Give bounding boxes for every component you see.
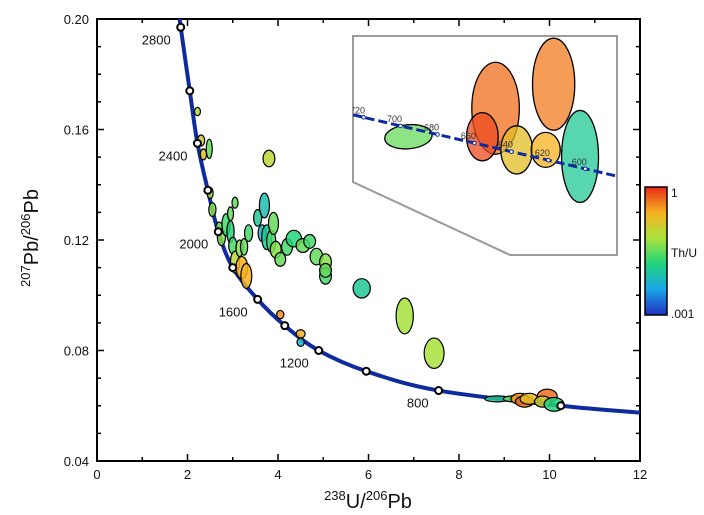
y-axis-title: 207Pb/206Pb xyxy=(18,189,43,287)
inset-age-marker xyxy=(435,132,440,137)
age-marker xyxy=(192,138,202,148)
age-marker xyxy=(253,294,263,304)
x-tick-label: 10 xyxy=(542,467,556,482)
inset-ellipse xyxy=(465,112,499,162)
colorbar-title: Th/U xyxy=(671,246,697,260)
data-ellipse xyxy=(193,106,202,117)
x-tick-label: 0 xyxy=(93,467,100,482)
inset-age-label: 640 xyxy=(498,140,513,150)
concordia-curve xyxy=(177,19,640,415)
age-marker xyxy=(361,366,371,376)
colorbar-min-label: .001 xyxy=(671,307,695,321)
data-ellipse xyxy=(319,262,332,278)
data-ellipse xyxy=(199,148,208,161)
data-ellipse xyxy=(240,262,253,289)
y-tick-labels: 0.04 0.08 0.12 0.16 0.20 xyxy=(64,12,89,469)
inset-zoom: 720 700 680 660 640 620 600 xyxy=(350,35,618,256)
x-tick-label: 8 xyxy=(455,467,462,482)
age-label: 1600 xyxy=(219,304,248,319)
colorbar: 1 Th/U .001 xyxy=(644,186,697,321)
data-ellipse xyxy=(252,209,263,227)
data-ellipse xyxy=(208,202,217,218)
inset-concordia xyxy=(353,113,617,178)
data-ellipse xyxy=(423,337,445,370)
axis-ticks xyxy=(96,18,641,462)
inset-age-label: 660 xyxy=(461,131,476,141)
data-ellipses xyxy=(193,106,565,412)
data-ellipse xyxy=(395,297,414,335)
data-ellipse xyxy=(205,138,213,160)
y-tick-label: 0.16 xyxy=(64,123,89,138)
data-ellipse xyxy=(274,251,287,267)
age-marker xyxy=(314,346,324,355)
age-marker xyxy=(213,227,223,237)
y-tick-label: 0.12 xyxy=(64,233,89,248)
concordia-age-labels: 2800 2400 2000 1600 1200 800 xyxy=(142,32,429,410)
data-ellipse xyxy=(295,329,306,339)
data-ellipse xyxy=(267,211,280,236)
data-ellipse xyxy=(231,196,239,209)
age-label: 2000 xyxy=(179,237,208,252)
age-marker xyxy=(280,321,290,331)
inset-age-marker xyxy=(472,140,477,146)
data-ellipse xyxy=(243,224,254,242)
inset-age-label: 680 xyxy=(424,122,439,132)
x-tick-labels: 0 2 4 6 8 10 12 xyxy=(93,467,647,482)
y-tick-label: 0.20 xyxy=(64,12,89,27)
x-tick-label: 2 xyxy=(184,467,191,482)
age-marker xyxy=(185,86,195,96)
inset-age-marker xyxy=(546,157,551,163)
inset-age-label: 720 xyxy=(350,105,365,115)
data-ellipse xyxy=(352,278,371,299)
x-tick-label: 6 xyxy=(365,467,372,482)
data-ellipse xyxy=(258,192,271,219)
inset-age-marker xyxy=(398,123,403,129)
age-marker xyxy=(176,22,186,32)
age-marker xyxy=(434,386,444,396)
age-marker xyxy=(228,263,238,273)
inset-ellipse xyxy=(531,37,576,131)
x-tick-label: 12 xyxy=(633,467,647,482)
x-axis-title: 238U/206Pb xyxy=(324,488,412,513)
age-marker xyxy=(556,401,566,411)
inset-ellipse xyxy=(560,109,600,204)
age-label: 1200 xyxy=(280,356,309,371)
data-ellipse xyxy=(296,337,305,347)
inset-age-label: 620 xyxy=(535,148,550,158)
inset-age-label: 600 xyxy=(572,157,587,167)
age-label: 2800 xyxy=(142,32,171,47)
inset-age-marker xyxy=(583,166,588,172)
concordia-age-markers xyxy=(176,22,566,411)
inset-age-label: 700 xyxy=(387,114,402,124)
data-ellipse xyxy=(262,149,276,168)
age-label: 800 xyxy=(407,396,429,411)
data-ellipse xyxy=(239,238,249,256)
age-label: 2400 xyxy=(159,148,188,163)
y-tick-label: 0.04 xyxy=(64,454,89,469)
x-tick-label: 4 xyxy=(274,467,281,482)
colorbar-gradient xyxy=(644,186,668,316)
data-ellipse xyxy=(276,309,285,320)
inset-age-marker xyxy=(509,149,514,154)
data-ellipse xyxy=(303,233,317,249)
y-tick-label: 0.08 xyxy=(64,344,89,359)
inset-age-marker xyxy=(361,114,366,120)
data-ellipse xyxy=(226,206,235,222)
colorbar-max-label: 1 xyxy=(671,186,678,200)
age-marker xyxy=(203,185,213,195)
